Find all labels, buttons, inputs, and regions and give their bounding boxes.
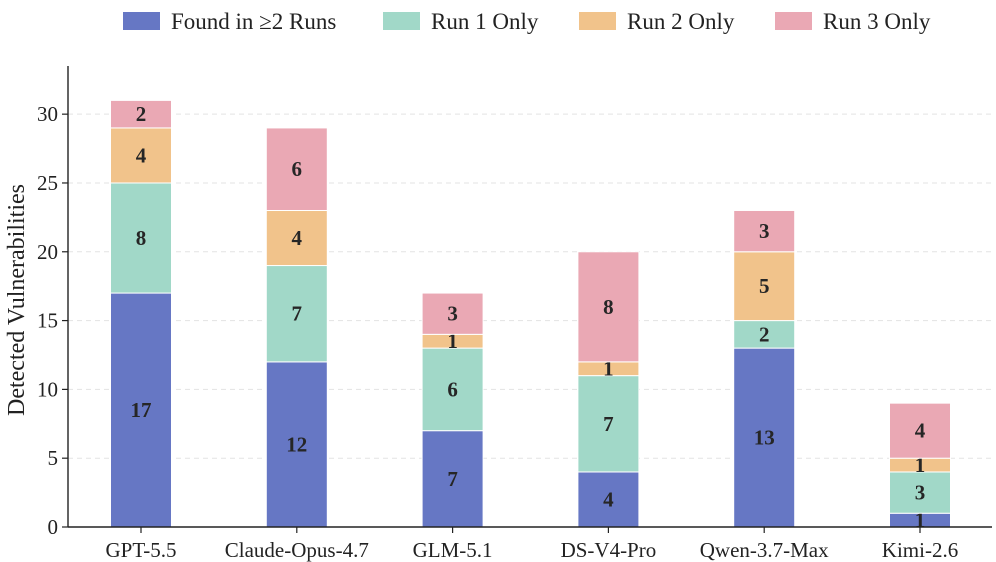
bar-segment	[265, 265, 328, 363]
y-tick-label: 15	[37, 309, 58, 333]
bar-value-label: 13	[754, 426, 775, 450]
y-axis-label: Detected Vulnerabilities	[4, 184, 30, 416]
legend-label: Run 3 Only	[823, 9, 931, 34]
y-tick-label: 30	[37, 102, 58, 126]
bar-segment	[733, 320, 796, 349]
bar-segment	[265, 361, 328, 528]
bar-value-label: 3	[915, 481, 926, 505]
bar-value-label: 4	[603, 487, 614, 511]
bar-segment	[577, 375, 640, 473]
y-tick-label: 25	[37, 171, 58, 195]
y-tick-label: 10	[37, 377, 58, 401]
bar-value-label: 8	[603, 295, 614, 319]
bar-segment	[265, 127, 328, 211]
legend-label: Run 1 Only	[431, 9, 539, 34]
bar-segment	[733, 251, 796, 322]
bar-segment	[421, 347, 484, 432]
bar-value-label: 7	[292, 302, 303, 326]
bar-value-label: 4	[915, 419, 926, 443]
bar-value-label: 1	[915, 453, 926, 477]
y-tick-label: 0	[48, 515, 59, 539]
bar-segment	[889, 471, 951, 514]
bar-segment	[733, 209, 796, 253]
bar-value-label: 5	[759, 274, 770, 298]
bar-segment	[733, 347, 796, 528]
bar-segment	[110, 127, 172, 184]
bar-value-label: 2	[759, 322, 770, 346]
bar-segment	[265, 209, 328, 267]
y-tick-label: 20	[37, 240, 58, 264]
legend-swatch	[123, 12, 160, 30]
x-tick-label: DS-V4-Pro	[561, 538, 657, 562]
x-tick-label: GLM-5.1	[413, 538, 493, 562]
bar-value-label: 1	[447, 329, 458, 353]
bar-value-label: 2	[136, 102, 147, 126]
bar-value-label: 12	[286, 432, 307, 456]
bar-segment	[421, 292, 484, 335]
bar-value-label: 7	[603, 412, 614, 436]
bar-value-label: 4	[292, 226, 303, 250]
bar-value-label: 4	[136, 143, 147, 167]
bar-segment	[110, 99, 172, 129]
bar-segment	[577, 471, 640, 528]
x-tick-label: Claude-Opus-4.7	[225, 538, 369, 562]
bar-segment	[889, 402, 951, 459]
bar-value-label: 7	[447, 467, 458, 491]
bar-value-label: 6	[447, 377, 458, 401]
legend-label: Found in ≥2 Runs	[171, 9, 336, 34]
legend-label: Run 2 Only	[627, 9, 735, 34]
y-tick-label: 5	[48, 446, 59, 470]
legend-swatch	[579, 12, 616, 30]
legend: Found in ≥2 Runs Run 1 Only Run 2 Only Run …	[123, 9, 931, 34]
legend-swatch	[775, 12, 812, 30]
bar-value-label: 1	[603, 357, 614, 381]
gridlines	[68, 113, 992, 459]
bar-value-label: 3	[447, 302, 458, 326]
bar-value-label: 1	[915, 508, 926, 532]
bar-value-label: 6	[292, 157, 303, 181]
x-tick-label: GPT-5.5	[106, 538, 177, 562]
bar-value-label: 8	[136, 226, 147, 250]
x-tick-label: Qwen-3.7-Max	[700, 538, 829, 562]
bar-segment	[110, 182, 172, 294]
bar-segment	[577, 251, 640, 363]
bar-value-label: 3	[759, 219, 770, 243]
bar-value-label: 17	[131, 398, 152, 422]
legend-swatch	[383, 12, 420, 30]
x-tick-label: Kimi-2.6	[882, 538, 958, 562]
